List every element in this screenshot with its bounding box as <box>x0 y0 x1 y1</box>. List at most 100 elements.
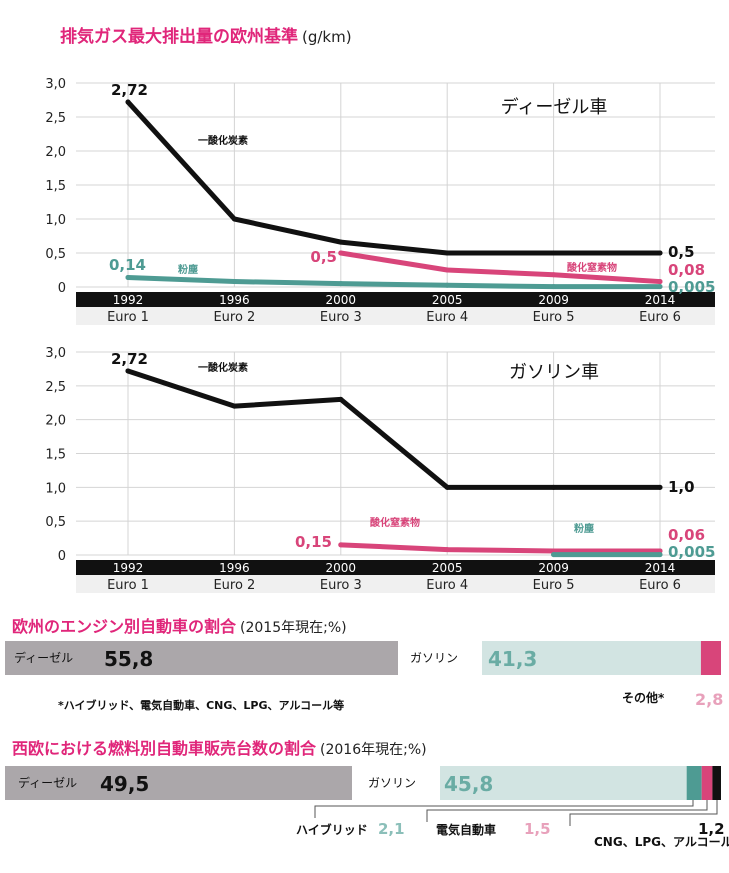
y-tick-label: 2,5 <box>45 380 66 395</box>
y-tick-label: 1,0 <box>45 481 66 496</box>
end-value-label: 0,005 <box>668 278 715 296</box>
engine-share-subtitle: (2015年現在;%) <box>240 620 347 636</box>
start-value-label: 0,14 <box>109 256 146 274</box>
data-point-pm <box>338 281 344 287</box>
x-sub-label: Euro 2 <box>213 310 255 325</box>
segment-value-label: 2,8 <box>695 690 723 709</box>
x-sub-label: Euro 6 <box>639 310 681 325</box>
x-tick-label: 2005 <box>432 293 463 307</box>
data-point-co <box>657 250 663 256</box>
x-sub-label: Euro 3 <box>320 310 362 325</box>
segment-name-label: その他* <box>622 690 665 705</box>
start-value-label: 0,5 <box>310 248 337 266</box>
x-sub-label: Euro 3 <box>320 578 362 593</box>
bar-segment-0 <box>5 766 360 800</box>
engine-share-bar-chart: ディーゼル 55,8 ガソリン 41,3 その他* 2,8 <box>5 641 723 709</box>
diesel-emission-chart: 3,0 2,5 2,0 1,5 1,0 0,5 0 1992 Euro 1 1996 Euro 2 2… <box>45 77 715 325</box>
data-point-co <box>338 396 344 402</box>
y-tick-label: 3,0 <box>45 77 66 92</box>
x-tick-label: 1996 <box>219 293 250 307</box>
data-point-pm <box>444 282 450 288</box>
series-name-label: 一酸化炭素 <box>198 134 248 147</box>
chart-title: ガソリン車 <box>509 362 599 383</box>
data-point-nox <box>551 272 557 278</box>
series-line-co <box>125 368 663 490</box>
y-tick-label: 0 <box>58 281 66 296</box>
x-axis-sub-band <box>76 575 715 593</box>
segment-name-label: ガソリン <box>410 651 458 665</box>
engine-share-title-text: 欧州のエンジン別自動車の割合 <box>12 617 237 636</box>
start-value-label: 2,72 <box>111 350 148 368</box>
data-point-pm <box>125 274 131 280</box>
data-point-co <box>231 403 237 409</box>
segment-value-label: 55,8 <box>104 647 153 671</box>
series-line-co <box>125 99 663 256</box>
x-tick-label: 2009 <box>538 293 569 307</box>
segment-name-box <box>398 641 482 675</box>
series-name-label: 粉塵 <box>178 263 198 276</box>
series-line-pm <box>125 274 663 290</box>
data-point-co <box>657 484 663 490</box>
bar-segment-2 <box>700 641 721 675</box>
start-value-label: 0,15 <box>295 533 332 551</box>
y-tick-label: 1,5 <box>45 448 66 463</box>
end-value-label: 0,06 <box>668 526 705 544</box>
x-sub-label: Euro 1 <box>107 310 149 325</box>
x-axis-sub-band <box>76 307 715 325</box>
segment-value-label: 49,5 <box>100 772 149 796</box>
bar-segment-3 <box>701 766 713 800</box>
data-point-co <box>125 368 131 374</box>
segment-name-label: ガソリン <box>368 776 416 790</box>
data-point-nox <box>444 267 450 273</box>
end-value-label: 0,005 <box>668 543 715 561</box>
data-point-pm <box>231 279 237 285</box>
data-point-co <box>338 239 344 245</box>
y-tick-label: 0,5 <box>45 515 66 530</box>
x-sub-label: Euro 2 <box>213 578 255 593</box>
page-title: 排気ガス最大排出量の欧州基準 (g/km) <box>60 22 352 47</box>
page-title-text: 排気ガス最大排出量の欧州基準 <box>60 27 298 47</box>
data-point-co <box>551 484 557 490</box>
engine-share-title: 欧州のエンジン別自動車の割合 (2015年現在;%) <box>12 613 347 637</box>
x-tick-label: 1992 <box>113 293 144 307</box>
data-point-nox <box>444 547 450 553</box>
series-line-nox <box>338 542 663 554</box>
x-axis-band <box>76 560 715 575</box>
footnote: *ハイブリッド、電気自動車、CNG、LPG、アルコール等 <box>58 699 345 712</box>
chart-title: ディーゼル車 <box>501 97 608 118</box>
data-point-nox <box>338 542 344 548</box>
data-point-pm <box>657 552 663 558</box>
segment-name-label: ディーゼル <box>14 650 73 665</box>
data-point-co <box>444 484 450 490</box>
fuel-sales-title-text: 西欧における燃料別自動車販売台数の割合 <box>12 739 317 758</box>
data-point-pm <box>657 284 663 290</box>
x-sub-label: Euro 5 <box>533 578 575 593</box>
segment-value-label: 1,5 <box>524 820 551 838</box>
data-point-co <box>551 250 557 256</box>
segment-value-label: 45,8 <box>444 772 493 796</box>
y-tick-label: 0 <box>58 549 66 564</box>
y-tick-label: 0,5 <box>45 247 66 262</box>
x-tick-label: 2014 <box>645 561 676 575</box>
end-value-label: 0,08 <box>668 261 705 279</box>
series-line-nox <box>338 250 663 285</box>
segment-name-label: ハイブリッド <box>296 822 368 837</box>
x-axis-band <box>76 292 715 307</box>
x-tick-label: 1992 <box>113 561 144 575</box>
segment-value-label: 1,2 <box>698 820 725 838</box>
segment-name-label: ディーゼル <box>18 775 77 790</box>
fuel-sales-title: 西欧における燃料別自動車販売台数の割合 (2016年現在;%) <box>12 735 427 759</box>
x-sub-label: Euro 1 <box>107 578 149 593</box>
series-name-label: 一酸化炭素 <box>198 361 248 374</box>
end-value-label: 1,0 <box>668 478 695 496</box>
data-point-nox <box>657 279 663 285</box>
data-point-pm <box>551 284 557 290</box>
series-name-label: 粉塵 <box>574 522 594 535</box>
leader-line <box>569 800 718 826</box>
y-tick-label: 2,0 <box>45 414 66 429</box>
y-tick-label: 1,5 <box>45 179 66 194</box>
segment-value-label: 41,3 <box>488 647 537 671</box>
x-sub-label: Euro 4 <box>426 310 468 325</box>
bar-segment-2 <box>686 766 702 800</box>
